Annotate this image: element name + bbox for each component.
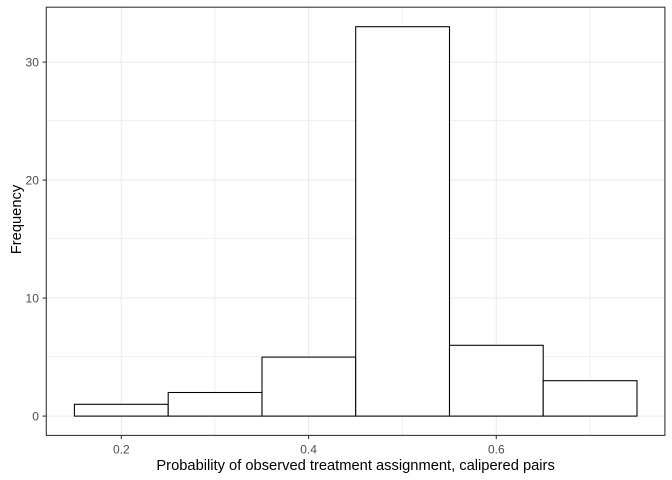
svg-text:0.6: 0.6 bbox=[488, 442, 505, 456]
svg-text:20: 20 bbox=[26, 173, 40, 187]
svg-text:0.2: 0.2 bbox=[113, 442, 130, 456]
svg-text:Frequency: Frequency bbox=[9, 184, 25, 254]
svg-text:30: 30 bbox=[26, 55, 40, 69]
svg-text:Probability of observed treatm: Probability of observed treatment assign… bbox=[156, 458, 554, 474]
svg-text:0: 0 bbox=[32, 409, 39, 423]
svg-text:10: 10 bbox=[26, 291, 40, 305]
svg-text:0.4: 0.4 bbox=[300, 442, 317, 456]
